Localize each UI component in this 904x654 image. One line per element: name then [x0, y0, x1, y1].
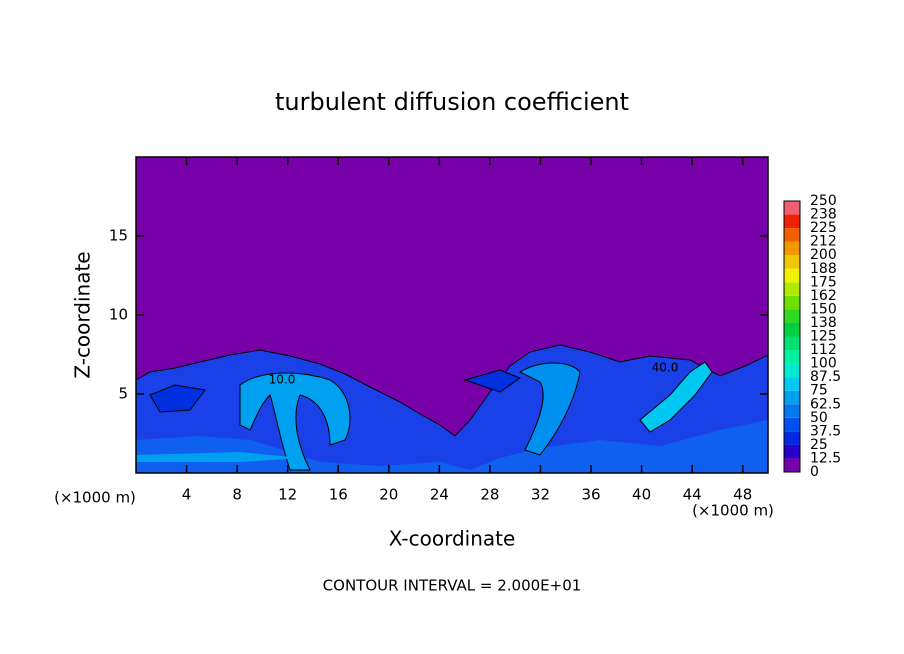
x-unit-label: (×1000 m) — [54, 489, 136, 507]
contour-label: 10.0 — [269, 373, 296, 387]
field-region — [518, 362, 581, 456]
colorbar-label: 37.5 — [810, 423, 841, 439]
colorbar-label: 188 — [810, 261, 837, 277]
x-tick-label: 44 — [683, 486, 702, 504]
colorbar-label: 250 — [810, 193, 837, 209]
colorbar-label: 25 — [810, 437, 828, 453]
colorbar-band — [784, 309, 800, 323]
field-region — [239, 372, 351, 471]
colorbar-frame — [783, 200, 801, 473]
colorbar-label: 162 — [810, 288, 837, 304]
y-tick-label: 5 — [118, 385, 128, 403]
colorbar-label: 112 — [810, 342, 837, 358]
colorbar-label: 125 — [810, 329, 837, 345]
x-tick-label: 36 — [581, 486, 600, 504]
colorbar-band — [784, 336, 800, 351]
footer-note: CONTOUR INTERVAL = 2.000E+01 — [323, 577, 582, 595]
colorbar-label: 138 — [810, 315, 837, 331]
x-tick-label: 40 — [632, 486, 651, 504]
contour-label: 40.0 — [652, 361, 679, 375]
x-tick-label: 16 — [329, 486, 348, 504]
colorbar-label: 62.5 — [810, 396, 841, 412]
field — [135, 157, 769, 474]
colorbar-label: 100 — [810, 356, 837, 372]
x-tick-label: 8 — [232, 486, 242, 504]
field-region — [149, 384, 206, 413]
colorbar-band — [784, 268, 800, 283]
colorbar-label: 150 — [810, 301, 837, 317]
colorbar-band — [784, 431, 800, 445]
x-tick-label: 12 — [278, 486, 297, 504]
colorbar-band — [784, 458, 800, 472]
colorbar-band — [784, 241, 800, 256]
colorbar-band — [784, 350, 800, 364]
colorbar-label: 238 — [810, 207, 837, 223]
x-tick-label: 48 — [733, 486, 752, 504]
x-tick-label: 32 — [531, 486, 550, 504]
colorbar-band — [784, 363, 800, 378]
colorbar-label: 50 — [810, 410, 828, 426]
chart-title: turbulent diffusion coefficient — [275, 88, 629, 116]
x-tick-label: 28 — [480, 486, 499, 504]
colorbar-band — [784, 214, 800, 229]
colorbar-band — [784, 282, 800, 296]
colorbar-label: 75 — [810, 383, 828, 399]
x-axis-label: X-coordinate — [389, 527, 516, 551]
x-unit-label: (×1000 m) — [692, 502, 774, 520]
colorbar-label: 12.5 — [810, 450, 841, 466]
colorbar-band — [784, 390, 800, 405]
colorbar-band — [784, 201, 800, 215]
colorbar-band — [784, 295, 800, 310]
colorbar-band — [784, 444, 800, 459]
colorbar-band — [784, 377, 800, 391]
x-tick-label: 20 — [379, 486, 398, 504]
colorbar-band — [784, 404, 800, 418]
y-axis-label: Z-coordinate — [71, 251, 95, 378]
colorbar-label: 0 — [810, 464, 819, 480]
colorbar-label: 212 — [810, 234, 837, 250]
x-tick-label: 4 — [182, 486, 192, 504]
y-tick-label: 10 — [109, 306, 128, 324]
colorbar-label: 200 — [810, 247, 837, 263]
colorbar-label: 225 — [810, 220, 837, 236]
colorbar-band — [784, 228, 800, 242]
x-tick-label: 24 — [430, 486, 449, 504]
field-region — [639, 361, 713, 433]
field-region — [463, 369, 522, 393]
colorbar-label: 87.5 — [810, 369, 841, 385]
colorbar-band — [784, 255, 800, 269]
colorbar-band — [784, 417, 800, 432]
y-tick-label: 15 — [109, 227, 128, 245]
colorbar-band — [784, 322, 800, 337]
colorbar-label: 175 — [810, 274, 837, 290]
field-region — [136, 452, 300, 462]
